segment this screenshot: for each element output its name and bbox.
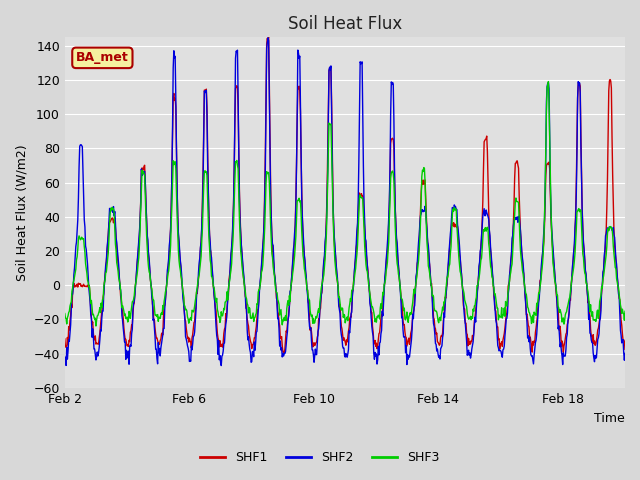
SHF3 <box>266 178 273 184</box>
SHF1 <box>81 283 89 289</box>
SHF3 <box>295 195 303 201</box>
SHF3 <box>514 199 522 204</box>
SHF2 <box>218 363 225 369</box>
SHF1 <box>380 291 387 297</box>
SHF3 <box>193 285 201 290</box>
SHF1 <box>193 289 200 295</box>
X-axis label: Time: Time <box>595 412 625 425</box>
SHF2 <box>296 53 303 59</box>
Y-axis label: Soil Heat Flux (W/m2): Soil Heat Flux (W/m2) <box>15 144 28 281</box>
SHF3 <box>61 311 68 316</box>
SHF2 <box>61 355 68 361</box>
SHF1 <box>61 336 68 342</box>
SHF2 <box>266 148 274 154</box>
SHF2 <box>515 214 522 220</box>
SHF2 <box>193 292 200 298</box>
SHF3 <box>545 79 552 84</box>
SHF2 <box>264 35 272 41</box>
SHF3 <box>92 323 100 329</box>
SHF3 <box>621 309 629 314</box>
Legend: SHF1, SHF2, SHF3: SHF1, SHF2, SHF3 <box>195 446 445 469</box>
Text: BA_met: BA_met <box>76 51 129 64</box>
SHF2 <box>380 301 387 307</box>
SHF1 <box>621 347 629 352</box>
SHF2 <box>621 350 629 356</box>
SHF1 <box>266 77 273 83</box>
SHF2 <box>81 224 89 230</box>
SHF3 <box>81 250 89 255</box>
SHF1 <box>296 88 303 94</box>
Title: Soil Heat Flux: Soil Heat Flux <box>288 15 402 33</box>
Line: SHF1: SHF1 <box>65 36 625 353</box>
Line: SHF2: SHF2 <box>65 38 625 366</box>
Line: SHF3: SHF3 <box>65 82 625 326</box>
SHF1 <box>515 165 522 171</box>
SHF1 <box>280 350 288 356</box>
SHF1 <box>265 33 273 38</box>
SHF3 <box>379 289 387 295</box>
